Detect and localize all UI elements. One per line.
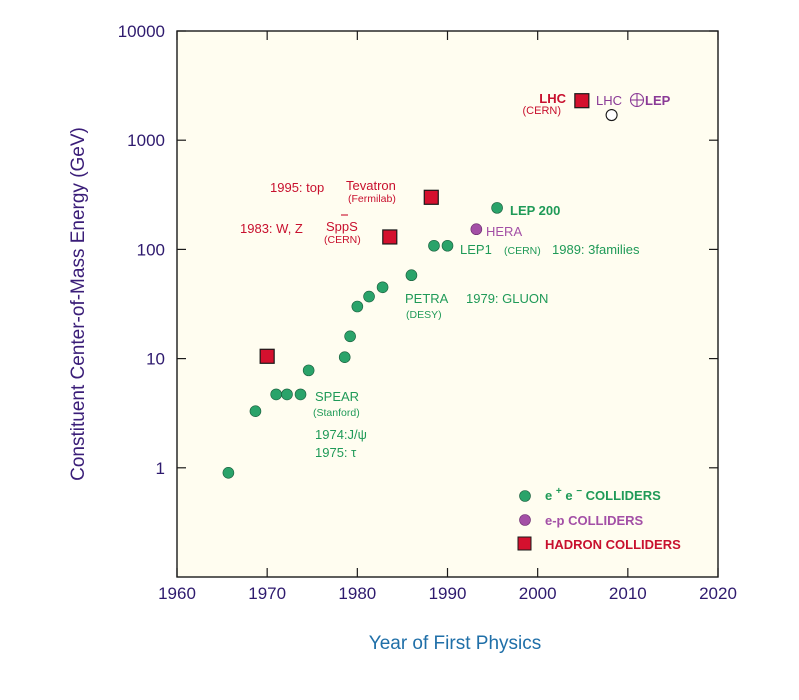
axis-ticks: [176, 30, 719, 577]
annotation-lhc-lep-b: LEP: [645, 93, 671, 108]
ee-collider-point: [376, 281, 389, 294]
ee-collider-point: [405, 269, 418, 282]
annotation-sppbar: SppS: [326, 219, 358, 234]
annotation-top: 1995: top: [270, 180, 324, 195]
legend: e + e − COLLIDERS e-p COLLIDERS HADRON C…: [517, 482, 681, 552]
x-tick-label: 1990: [429, 584, 467, 603]
annotation-lep1-cern: (CERN): [504, 245, 541, 257]
x-tick-label: 1960: [158, 584, 196, 603]
annotation-families: 1989: 3families: [552, 242, 640, 257]
annotation-spear: SPEAR: [315, 389, 359, 404]
x-axis-label: Year of First Physics: [369, 633, 541, 654]
hadron-collider-point: [259, 348, 275, 364]
annotation-lep200: LEP 200: [510, 203, 560, 218]
annotation-hera: HERA: [486, 224, 522, 239]
ep-collider-point: [470, 223, 483, 236]
ee-collider-point: [491, 202, 503, 214]
x-tick-label: 1970: [248, 584, 286, 603]
annotation-fermilab: (Fermilab): [348, 193, 396, 205]
lhc-lep-point: [605, 108, 618, 122]
annotation-lhc-lep-a: LHC: [596, 93, 622, 108]
x-tick-label: 2010: [609, 584, 647, 603]
ee-collider-point: [270, 388, 282, 401]
x-tick-labels: 1960 1970 1980 1990 2000 2010 2020: [158, 584, 737, 603]
legend-ee-plus: +: [556, 486, 562, 497]
ee-collider-point: [294, 388, 307, 401]
ee-collider-point: [281, 388, 293, 401]
annotation-sppbar-cern: (CERN): [324, 234, 361, 246]
annotation-lhc: LHC: [539, 91, 566, 106]
ee-collider-point: [338, 351, 351, 363]
legend-ee-minus: −: [576, 486, 582, 497]
annotation-lhc-cern: (CERN): [523, 105, 562, 117]
legend-ee-prefix: e: [545, 488, 552, 503]
y-tick-label: 10: [146, 350, 165, 369]
ee-collider-point: [344, 330, 356, 343]
ee-collider-point: [428, 239, 440, 252]
x-tick-label: 2020: [699, 584, 737, 603]
annotation-desy: (DESY): [406, 309, 442, 321]
hadron-collider-point: [574, 93, 590, 109]
plot-area: [176, 30, 719, 578]
annotation-wz: 1983: W, Z: [240, 221, 303, 236]
annotation-tevatron: Tevatron: [346, 178, 396, 193]
annotation-gluon: 1979: GLUON: [466, 291, 548, 306]
y-tick-label: 1: [156, 459, 165, 478]
annotation-lep1: LEP1: [460, 242, 492, 257]
ee-collider-point: [222, 466, 235, 479]
legend-label-ep: e-p COLLIDERS: [545, 513, 644, 528]
legend-label-ee: e + e − COLLIDERS: [545, 482, 661, 503]
legend-marker-hadron: [517, 536, 532, 551]
x-tick-label: 2000: [519, 584, 557, 603]
ee-collider-point: [441, 239, 454, 252]
legend-label-hadron: HADRON COLLIDERS: [545, 537, 681, 552]
annotation-stanford: (Stanford): [313, 407, 360, 419]
legend-ee-suffix: COLLIDERS: [586, 488, 661, 503]
y-tick-labels: 1 10 100 1000 10000: [118, 22, 165, 478]
data-points: [222, 93, 618, 479]
legend-marker-ep: [519, 514, 531, 526]
legend-ee-e: e: [565, 488, 572, 503]
annotation-petra: PETRA: [405, 291, 449, 306]
ee-collider-point: [302, 364, 315, 377]
y-tick-label: 100: [137, 240, 165, 259]
legend-marker-ee: [519, 490, 531, 502]
ee-collider-point: [363, 290, 375, 303]
y-axis-label: Constituent Center-of-Mass Energy (GeV): [68, 127, 89, 481]
y-tick-label: 10000: [118, 22, 165, 41]
x-tick-label: 1980: [338, 584, 376, 603]
annotation-tau: 1975: τ: [315, 445, 357, 460]
hadron-collider-point: [423, 189, 439, 205]
ee-collider-point: [249, 405, 262, 417]
hadron-collider-point: [382, 229, 398, 245]
y-tick-label: 1000: [127, 131, 165, 150]
annotation-jpsi: 1974:J/ψ: [315, 427, 367, 442]
ee-collider-point: [351, 300, 364, 313]
